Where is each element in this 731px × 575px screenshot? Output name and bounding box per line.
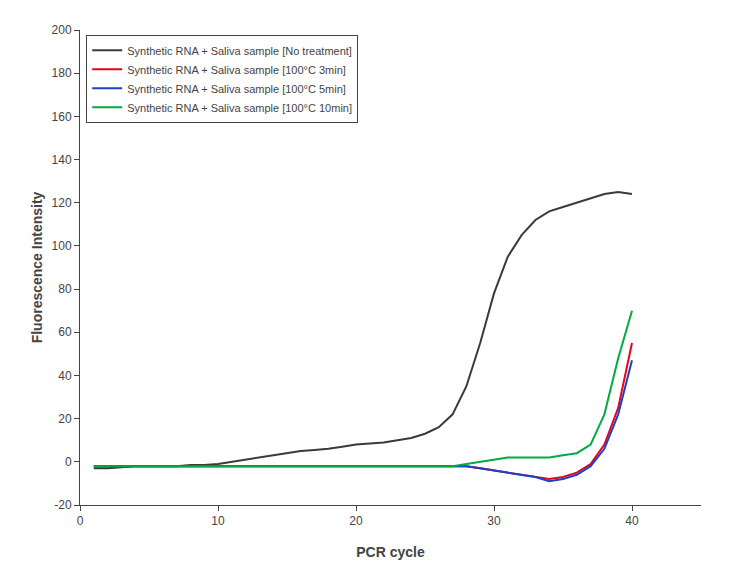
svg-text:20: 20	[58, 412, 72, 426]
svg-text:0: 0	[77, 514, 84, 528]
svg-text:10: 10	[211, 514, 225, 528]
svg-text:Synthetic RNA + Saliva sample: Synthetic RNA + Saliva sample [100°C 10m…	[127, 102, 352, 114]
svg-text:Synthetic RNA + Saliva sample: Synthetic RNA + Saliva sample [100°C 3mi…	[127, 64, 346, 76]
svg-text:100: 100	[52, 239, 72, 253]
svg-text:180: 180	[52, 66, 72, 80]
svg-text:120: 120	[52, 196, 72, 210]
svg-text:40: 40	[58, 369, 72, 383]
svg-text:140: 140	[52, 153, 72, 167]
svg-text:Synthetic RNA + Saliva sample: Synthetic RNA + Saliva sample [100°C 5mi…	[127, 83, 346, 95]
svg-text:40: 40	[625, 514, 639, 528]
svg-text:Fluorescence Intensity: Fluorescence Intensity	[29, 191, 45, 343]
svg-text:30: 30	[487, 514, 501, 528]
svg-text:160: 160	[52, 110, 72, 124]
svg-text:200: 200	[52, 23, 72, 37]
svg-text:60: 60	[58, 325, 72, 339]
svg-text:Synthetic RNA + Saliva sample: Synthetic RNA + Saliva sample [No treatm…	[127, 45, 352, 57]
svg-text:-20: -20	[54, 498, 72, 512]
svg-text:20: 20	[349, 514, 363, 528]
svg-text:80: 80	[58, 282, 72, 296]
svg-text:0: 0	[65, 455, 72, 469]
svg-text:PCR cycle: PCR cycle	[356, 544, 425, 560]
